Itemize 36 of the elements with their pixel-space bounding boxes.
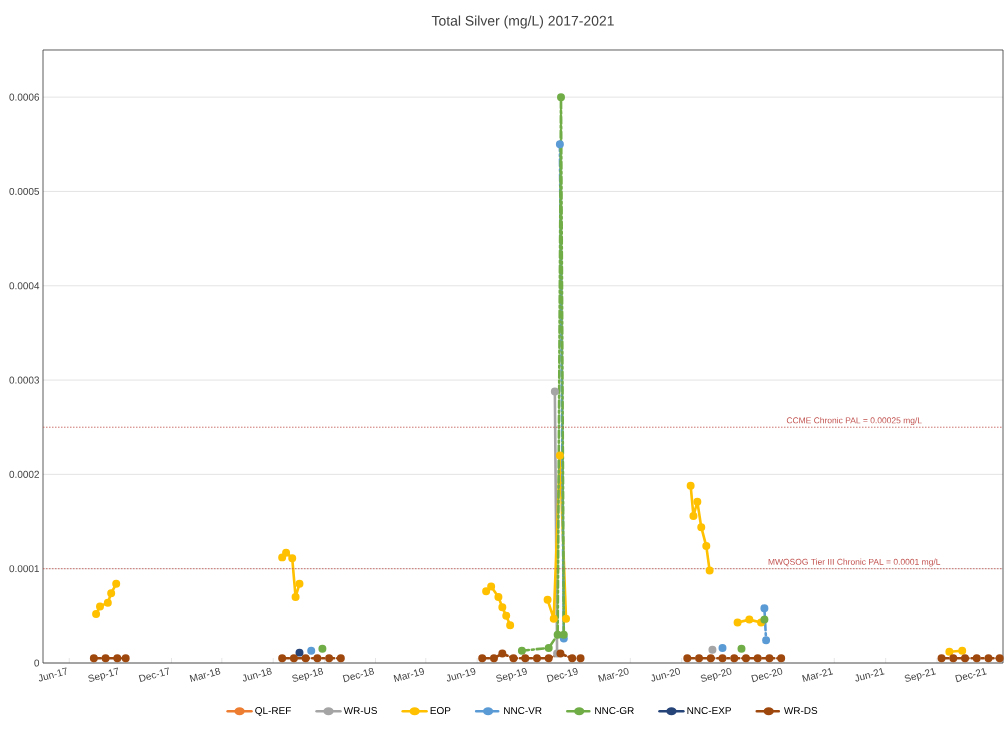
y-tick-label: 0.0006 [9, 93, 40, 101]
x-tick-label: Mar-21 [802, 667, 834, 682]
ref-line-label: CCME Chronic PAL = 0.00025 mg/L [786, 417, 922, 426]
y-tick-label: 0.0001 [9, 565, 39, 573]
x-tick-label: Jun-20 [651, 667, 680, 682]
x-tick-label: Dec-21 [955, 667, 987, 683]
x-tick-label: Jun-17 [38, 667, 67, 682]
legend-label: WR-DS [783, 707, 818, 715]
legend-label: NNC-VR [504, 707, 542, 715]
legend-label: NNC-GR [595, 707, 634, 715]
legend-label: NNC-EXP [687, 707, 731, 715]
x-tick-label: Dec-17 [138, 667, 169, 683]
x-tick-label: Dec-19 [546, 667, 578, 683]
x-tick-label: Sep-17 [88, 667, 118, 682]
x-tick-label: Jun-18 [242, 667, 272, 682]
chart-title: Total Silver (mg/L) 2017-2021 [431, 15, 614, 29]
x-tick-label: Jun-21 [855, 667, 885, 682]
x-tick-label: Dec-18 [342, 667, 374, 683]
x-tick-label: Sep-20 [700, 667, 732, 682]
legend-label: QL-REF [255, 707, 291, 716]
x-tick-label: Dec-20 [751, 667, 783, 683]
x-tick-label: Sep-18 [292, 667, 324, 682]
x-tick-label: Jun-19 [446, 667, 476, 682]
y-tick-label: 0.0002 [9, 470, 39, 478]
ref-line-label: MWQSOG Tier III Chronic PAL = 0.0001 mg/L [768, 558, 941, 567]
legend-label: EOP [430, 707, 451, 715]
x-tick-label: Sep-19 [496, 667, 527, 682]
x-tick-label: Mar-20 [598, 667, 629, 682]
x-tick-label: Sep-21 [904, 667, 936, 682]
y-tick-label: 0.0004 [9, 282, 40, 290]
legend-label: WR-US [343, 707, 377, 715]
y-tick-label: 0 [34, 659, 40, 667]
x-tick-label: Mar-18 [189, 667, 221, 682]
x-tick-label: Mar-19 [393, 667, 424, 682]
y-tick-label: 0.0003 [9, 376, 40, 384]
y-tick-label: 0.0005 [9, 187, 40, 195]
